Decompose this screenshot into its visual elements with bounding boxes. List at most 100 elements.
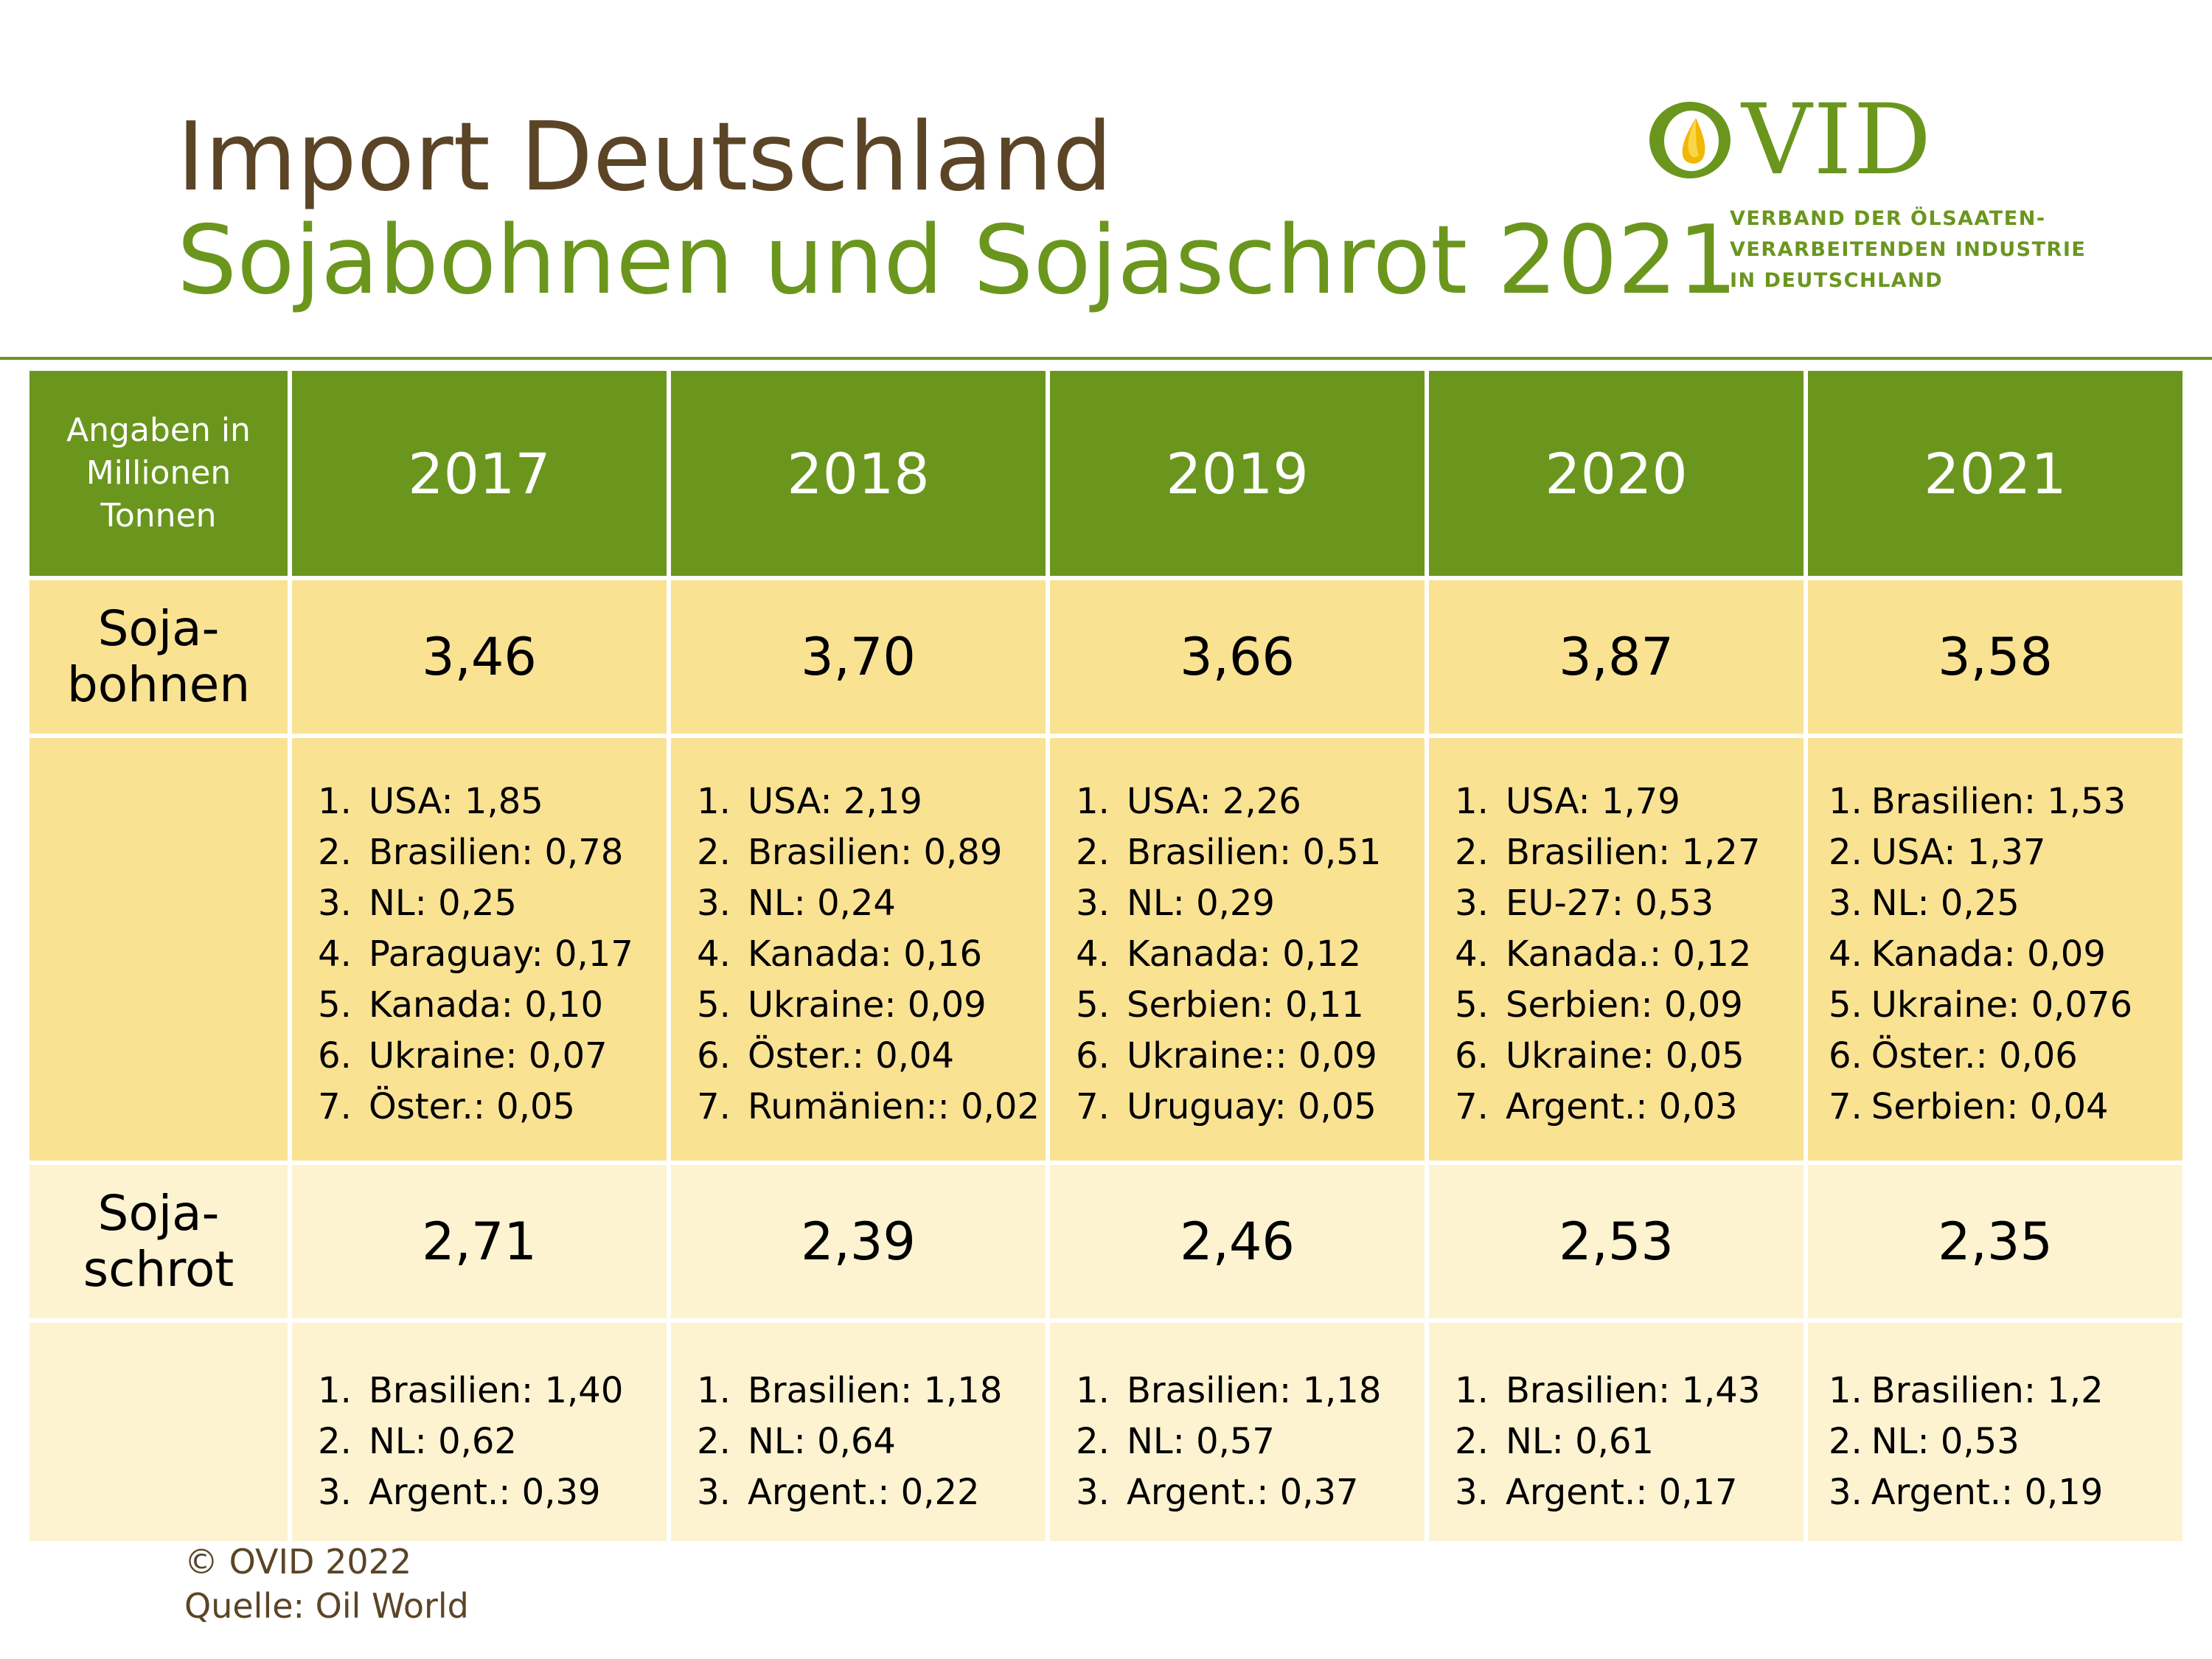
rank-number: 3.	[697, 1472, 731, 1513]
year-header: 2020	[1429, 371, 1804, 576]
origin-text: Brasilien: 1,27	[1506, 832, 1761, 873]
rank-number: 1.	[1076, 781, 1110, 822]
origin-list: 1. Brasilien: 1,53 2. USA: 1,37 3. NL: 0,25 4.…	[1808, 776, 2183, 1133]
year-label: 2020	[1545, 440, 1688, 507]
year-label: 2018	[787, 440, 930, 507]
origin-text: USA: 1,79	[1506, 781, 1680, 822]
rank-number: 5.	[1829, 984, 1863, 1026]
rank-number: 5.	[697, 984, 731, 1026]
year-header: 2021	[1808, 371, 2183, 576]
origin-text: Kanada.: 0,12	[1506, 933, 1752, 975]
soymeal-origins-cell: 1. Brasilien: 1,2 2. NL: 0,53 3. Argent.: 0,1…	[1808, 1323, 2183, 1541]
year-header: 2019	[1050, 371, 1425, 576]
origin-text: Serbien: 0,04	[1871, 1086, 2109, 1127]
soybeans-total: 3,46	[292, 580, 667, 734]
rank-number: 1.	[1455, 1370, 1489, 1411]
origin-item: 4. Kanada: 0,12	[1050, 929, 1425, 980]
rank-number: 2.	[1829, 832, 1863, 873]
origin-item: 3. Argent.: 0,39	[292, 1467, 667, 1518]
origin-item: 2. Brasilien: 0,89	[671, 827, 1046, 878]
rank-number: 1.	[697, 781, 731, 822]
origin-text: Brasilien: 1,53	[1871, 781, 2126, 822]
rank-number: 2.	[1076, 1421, 1110, 1462]
rank-number: 3.	[1455, 1472, 1489, 1513]
origin-list: 1. USA: 2,19 2. Brasilien: 0,89 3. NL: 0,24 4.…	[671, 776, 1046, 1133]
rank-number: 4.	[697, 933, 731, 975]
rank-number: 1.	[318, 1370, 352, 1411]
origin-list: 1. USA: 1,85 2. Brasilien: 0,78 3. NL: 0,25 4.…	[292, 776, 667, 1133]
origin-item: 2. NL: 0,57	[1050, 1416, 1425, 1467]
origin-text: Brasilien: 1,18	[748, 1370, 1003, 1411]
origin-item: 3. Argent.: 0,19	[1808, 1467, 2183, 1518]
rank-number: 2.	[318, 1421, 352, 1462]
origin-item: 3. Argent.: 0,17	[1429, 1467, 1804, 1518]
rank-number: 6.	[1455, 1035, 1489, 1077]
origin-text: Öster.: 0,04	[748, 1035, 955, 1077]
origin-text: Uruguay: 0,05	[1127, 1086, 1377, 1127]
origin-item: 7. Serbien: 0,04	[1808, 1082, 2183, 1133]
soybeans-label-cell: Soja- bohnen	[29, 580, 288, 734]
unit-label-cell: Angaben in Millionen Tonnen	[29, 371, 288, 576]
origin-text: NL: 0,25	[369, 883, 517, 924]
origin-text: Argent.: 0,03	[1506, 1086, 1738, 1127]
origin-item: 5. Serbien: 0,11	[1050, 980, 1425, 1031]
rank-number: 7.	[1829, 1086, 1863, 1127]
soymeal-origins-cell: 1. Brasilien: 1,18 2. NL: 0,57 3. Argent.: 0,…	[1050, 1323, 1425, 1541]
origin-text: Paraguay: 0,17	[369, 933, 633, 975]
rank-number: 2.	[318, 832, 352, 873]
ovid-logo: VID VERBAND DER ÖLSAATEN- VERARBEITENDEN…	[1644, 91, 2087, 302]
logo-subtitle-line: VERBAND DER ÖLSAATEN-	[1730, 207, 2046, 230]
origin-list: 1. Brasilien: 1,2 2. NL: 0,53 3. Argent.: 0,1…	[1808, 1366, 2183, 1518]
origin-text: USA: 1,37	[1871, 832, 2046, 873]
origin-text: Argent.: 0,17	[1506, 1472, 1738, 1513]
origin-text: NL: 0,24	[748, 883, 896, 924]
origin-text: Ukraine: 0,09	[748, 984, 987, 1026]
soybeans-total: 3,58	[1808, 580, 2183, 734]
rank-number: 1.	[1076, 1370, 1110, 1411]
origin-text: Öster.: 0,06	[1871, 1035, 2078, 1077]
rank-number: 3.	[1829, 1472, 1863, 1513]
soymeal-origins-cell: 1. Brasilien: 1,40 2. NL: 0,62 3. Argent.: 0,…	[292, 1323, 667, 1541]
origin-item: 6. Ukraine:: 0,09	[1050, 1031, 1425, 1082]
origin-text: Argent.: 0,22	[748, 1472, 980, 1513]
origin-text: Ukraine:: 0,09	[1127, 1035, 1377, 1077]
rank-number: 5.	[1076, 984, 1110, 1026]
origin-item: 4. Kanada: 0,16	[671, 929, 1046, 980]
soymeal-total: 2,71	[292, 1165, 667, 1318]
rank-number: 2.	[697, 832, 731, 873]
origin-item: 1. USA: 1,79	[1429, 776, 1804, 827]
logo-text: VID	[1742, 83, 1933, 197]
origin-item: 1. Brasilien: 1,43	[1429, 1366, 1804, 1416]
logo-wordmark: VID	[1644, 91, 1933, 189]
unit-label-line: Tonnen	[100, 497, 217, 535]
origin-text: NL: 0,53	[1871, 1421, 2020, 1462]
origin-text: Brasilien: 1,2	[1871, 1370, 2104, 1411]
origin-item: 1. Brasilien: 1,40	[292, 1366, 667, 1416]
origin-text: Brasilien: 1,43	[1506, 1370, 1761, 1411]
rank-number: 2.	[1455, 832, 1489, 873]
origin-item: 5. Serbien: 0,09	[1429, 980, 1804, 1031]
soybeans-origins-label-cell	[29, 738, 288, 1161]
origin-text: NL: 0,29	[1127, 883, 1275, 924]
origin-text: NL: 0,61	[1506, 1421, 1654, 1462]
origin-list: 1. Brasilien: 1,43 2. NL: 0,61 3. Argent.: 0,…	[1429, 1366, 1804, 1518]
origin-text: NL: 0,57	[1127, 1421, 1275, 1462]
origin-item: 6. Ukraine: 0,05	[1429, 1031, 1804, 1082]
soybeans-label-line: bohnen	[66, 656, 251, 713]
origin-text: Kanada: 0,16	[748, 933, 983, 975]
soybeans-origins-cell: 1. Brasilien: 1,53 2. USA: 1,37 3. NL: 0,25 4.…	[1808, 738, 2183, 1161]
soybeans-total: 3,66	[1050, 580, 1425, 734]
soybeans-label-line: Soja-	[97, 600, 220, 657]
origin-item: 2. Brasilien: 1,27	[1429, 827, 1804, 878]
rank-number: 3.	[1455, 883, 1489, 924]
origin-item: 4. Paraguay: 0,17	[292, 929, 667, 980]
origin-item: 3. NL: 0,25	[292, 878, 667, 929]
page-subtitle: Sojabohnen und Sojaschrot 2021	[177, 206, 1738, 316]
origin-text: Brasilien: 0,78	[369, 832, 624, 873]
page-title: Import Deutschland	[177, 102, 1113, 212]
origin-text: USA: 1,85	[369, 781, 543, 822]
soymeal-label-line: schrot	[83, 1241, 234, 1298]
soymeal-origins-label-cell	[29, 1323, 288, 1541]
rank-number: 5.	[1455, 984, 1489, 1026]
copyright-text: © OVID 2022	[184, 1542, 412, 1582]
